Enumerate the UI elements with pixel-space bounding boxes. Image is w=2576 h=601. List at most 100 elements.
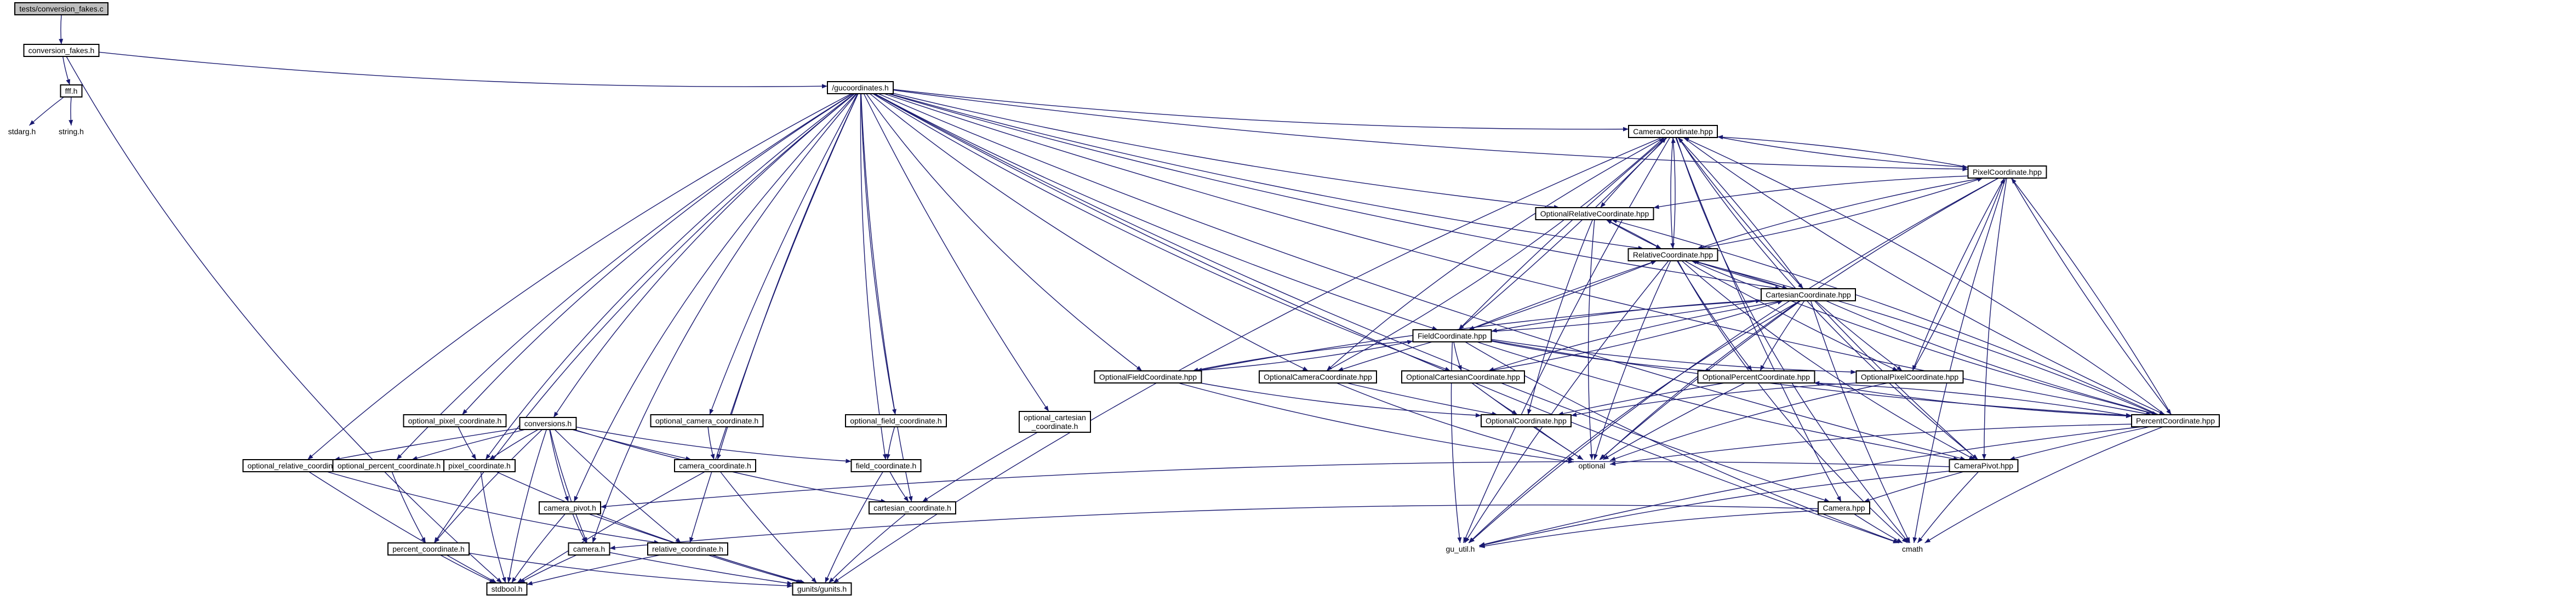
edge-arrowhead — [1836, 496, 1842, 502]
edge-arrowhead — [601, 504, 607, 509]
include-edge — [893, 93, 1560, 208]
include-edge — [485, 93, 855, 460]
include-edge — [496, 471, 806, 583]
include-edge — [1476, 341, 1960, 460]
file-node-pixcoord-hpp[interactable]: PixelCoordinate.hpp — [1967, 165, 2047, 179]
node-box — [1401, 370, 1525, 384]
file-node-fakes-h[interactable]: conversion_fakes.h — [23, 44, 100, 57]
file-node-pixel-h[interactable]: pixel_coordinate.h — [443, 459, 516, 472]
node-label: tests/conversion_fakes.c — [19, 4, 103, 13]
edge-arrowhead — [527, 581, 533, 586]
include-edge — [309, 471, 497, 583]
include-edge — [1697, 178, 1983, 249]
file-node-cart-h[interactable]: cartesian_coordinate.h — [869, 501, 956, 514]
include-edge — [1691, 260, 2157, 415]
file-node-cartcoord-hpp[interactable]: CartesianCoordinate.hpp — [1761, 288, 1856, 301]
node-label: optional_relative_coordinate.h — [248, 461, 350, 470]
include-edge — [709, 93, 858, 415]
file-node-fieldcoord-hpp[interactable]: FieldCoordinate.hpp — [1412, 329, 1492, 342]
node-label: string.h — [59, 127, 84, 136]
node-label: CameraCoordinate.hpp — [1633, 127, 1713, 136]
file-node-gucoord-h[interactable]: /gucoordinates.h — [827, 81, 894, 94]
include-edge — [833, 137, 1662, 583]
node-box — [1761, 288, 1856, 301]
include-edge — [1678, 137, 1979, 460]
edge-arrowhead — [1661, 138, 1667, 143]
file-node-camera-hpp[interactable]: Camera.hpp — [1818, 501, 1870, 514]
file-node-opt-cart-h[interactable]: optional_cartesian_coordinate.h — [1019, 411, 1091, 433]
include-edge — [334, 428, 520, 460]
edge-arrowhead — [1606, 220, 1612, 224]
file-node-camera-h[interactable]: camera.h — [568, 542, 610, 556]
file-node-stdbool-h[interactable]: stdbool.h — [486, 582, 528, 596]
file-node-optional: optional — [1578, 461, 1605, 470]
edge-arrowhead — [1457, 365, 1462, 371]
file-node-field-h[interactable]: field_coordinate.h — [850, 459, 922, 472]
file-node-optrel-hpp[interactable]: OptionalRelativeCoordinate.hpp — [1535, 207, 1654, 220]
include-edge — [517, 471, 705, 583]
file-node-optpix-hpp[interactable]: OptionalPixelCoordinate.hpp — [1855, 370, 1964, 384]
node-label: OptionalCameraCoordinate.hpp — [1264, 373, 1372, 381]
file-node-conversions-h[interactable]: conversions.h — [519, 417, 577, 430]
node-label: OptionalRelativeCoordinate.hpp — [1540, 209, 1649, 218]
file-node-optfield-hpp[interactable]: OptionalFieldCoordinate.hpp — [1094, 370, 1202, 384]
include-edge — [469, 552, 793, 587]
file-node-fff-h[interactable]: fff.h — [60, 84, 83, 98]
file-node-optcam-hpp[interactable]: OptionalCameraCoordinate.hpp — [1259, 370, 1377, 384]
file-node-opt-rel-h[interactable]: optional_relative_coordinate.h — [242, 459, 355, 472]
file-node-camcoord-hpp[interactable]: CameraCoordinate.hpp — [1628, 125, 1718, 138]
file-node-rel-h[interactable]: relative_coordinate.h — [647, 542, 728, 556]
file-node-root[interactable]: tests/conversion_fakes.c — [14, 2, 108, 15]
include-edge — [1469, 178, 1999, 543]
include-edge — [1717, 136, 1968, 168]
file-node-pct-h[interactable]: percent_coordinate.h — [387, 542, 470, 556]
file-node-campivot-h[interactable]: camera_pivot.h — [539, 501, 601, 514]
file-node-relcoord-hpp[interactable]: RelativeCoordinate.hpp — [1627, 248, 1718, 261]
include-edge — [1468, 260, 1657, 330]
node-label: fff.h — [65, 87, 78, 95]
include-edge — [2010, 178, 2172, 415]
include-edge — [1675, 137, 1842, 502]
edge-arrowhead — [1136, 365, 1143, 371]
file-node-camera-coord-h[interactable]: camera_coordinate.h — [674, 459, 756, 472]
include-edge — [689, 93, 859, 543]
file-node-optcart-hpp[interactable]: OptionalCartesianCoordinate.hpp — [1401, 370, 1525, 384]
node-label: OptionalFieldCoordinate.hpp — [1099, 373, 1197, 381]
edge-arrowhead — [1469, 537, 1475, 543]
edge-arrowhead — [825, 577, 830, 583]
file-node-pctcoord-hpp[interactable]: PercentCoordinate.hpp — [2131, 414, 2220, 427]
file-node-optcoord-hpp[interactable]: OptionalCoordinate.hpp — [1481, 414, 1572, 427]
file-node-opt-field-h[interactable]: optional_field_coordinate.h — [845, 414, 947, 427]
include-edge — [553, 93, 855, 418]
include-edge — [1587, 219, 1595, 460]
edge-arrowhead — [1599, 454, 1606, 460]
edge-arrowhead — [1326, 365, 1333, 371]
file-node-gunits-h[interactable]: gunits/gunits.h — [792, 582, 852, 596]
include-edge — [396, 93, 853, 460]
file-node-opt-camera-h[interactable]: optional_camera_coordinate.h — [650, 414, 764, 427]
file-node-cmath: cmath — [1902, 545, 1923, 553]
edge-arrowhead — [1337, 367, 1344, 371]
node-label: CameraPivot.hpp — [1954, 461, 2013, 470]
file-node-opt-pixel-h[interactable]: optional_pixel_coordinate.h — [403, 414, 507, 427]
edge-arrowhead — [471, 454, 476, 460]
file-node-campivot-hpp[interactable]: CameraPivot.hpp — [1949, 459, 2019, 472]
edge-arrowhead — [1912, 537, 1917, 543]
edge-arrowhead — [922, 497, 928, 502]
include-edge — [527, 554, 661, 585]
node-label: optional_field_coordinate.h — [850, 416, 941, 425]
include-edge — [893, 89, 1968, 170]
node-box — [1967, 165, 2047, 179]
edge-arrowhead — [886, 454, 890, 460]
include-edge — [1468, 300, 1801, 543]
node-label: camera_pivot.h — [544, 503, 596, 512]
file-node-opt-pct-h[interactable]: optional_percent_coordinate.h — [332, 459, 446, 472]
include-edge — [1192, 340, 1413, 371]
edge-arrowhead — [882, 454, 887, 460]
include-edge — [1912, 178, 2005, 371]
edge-arrowhead — [396, 454, 402, 460]
include-edge — [433, 429, 543, 543]
file-node-optpct-hpp[interactable]: OptionalPercentCoordinate.hpp — [1697, 370, 1815, 384]
include-edge — [1479, 426, 2142, 546]
include-edge — [609, 505, 1819, 549]
